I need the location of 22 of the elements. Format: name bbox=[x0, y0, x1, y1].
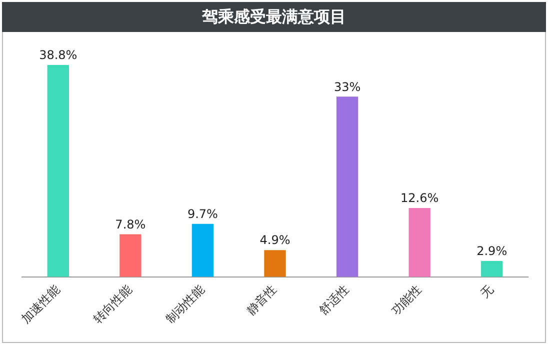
data-label: 4.9% bbox=[260, 233, 290, 248]
data-label: 38.8% bbox=[39, 48, 78, 62]
x-tick-label: 制动性能 bbox=[163, 282, 208, 326]
data-label: 12.6% bbox=[400, 191, 439, 206]
bar bbox=[481, 261, 503, 277]
x-tick-label: 加速性能 bbox=[18, 282, 62, 326]
x-tick-label: 无 bbox=[478, 282, 496, 301]
bar bbox=[47, 64, 69, 277]
x-tick-label: 转向性能 bbox=[90, 282, 135, 326]
bar bbox=[192, 224, 214, 277]
x-tick-label: 功能性 bbox=[388, 282, 424, 318]
data-label: 33% bbox=[334, 80, 361, 94]
x-tick-label: 舒适性 bbox=[316, 282, 352, 318]
data-label: 9.7% bbox=[187, 207, 218, 222]
data-label: 7.8% bbox=[115, 217, 146, 232]
bar bbox=[264, 250, 286, 277]
data-label: 2.9% bbox=[476, 244, 508, 258]
bar bbox=[336, 96, 358, 277]
chart-title: 驾乘感受最满意项目 bbox=[2, 2, 546, 32]
bar bbox=[408, 208, 430, 277]
bar bbox=[120, 234, 142, 277]
x-tick-label: 静音性 bbox=[244, 282, 280, 318]
